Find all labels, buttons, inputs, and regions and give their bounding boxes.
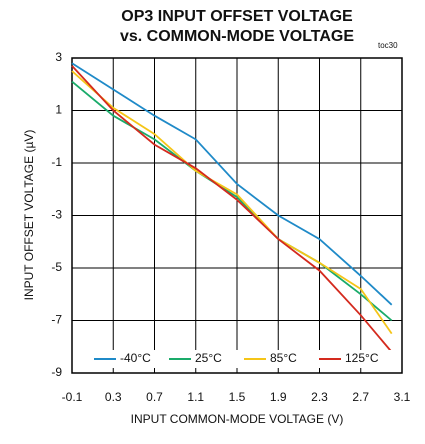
x-tick-label: 3.1 — [394, 390, 411, 404]
y-tick-label: -7 — [51, 313, 62, 327]
legend-box — [86, 350, 394, 368]
legend-label: -40°C — [120, 351, 151, 365]
legend-label: 125°C — [345, 351, 379, 365]
y-tick-label: 1 — [55, 103, 62, 117]
series-line — [71, 62, 393, 306]
chart-title: OP3 INPUT OFFSET VOLTAGE — [121, 8, 353, 25]
y-tick-label: -3 — [51, 208, 62, 222]
annotation: toc30 — [378, 41, 398, 50]
y-tick-label: -5 — [51, 260, 62, 274]
series-line — [71, 65, 393, 353]
series-line — [71, 80, 393, 322]
y-tick-label: -9 — [51, 365, 62, 379]
legend-label: 25°C — [195, 351, 222, 365]
plot-frame — [71, 57, 403, 374]
x-axis-label: INPUT COMMON-MODE VOLTAGE (V) — [131, 412, 344, 426]
y-tick-label: -1 — [51, 155, 62, 169]
x-tick-label: 2.7 — [352, 390, 369, 404]
x-tick-label: 1.5 — [229, 390, 246, 404]
legend-label: 85°C — [270, 351, 297, 365]
x-tick-label: -0.1 — [62, 390, 83, 404]
x-tick-label: 0.3 — [105, 390, 122, 404]
x-tick-label: 0.7 — [146, 390, 163, 404]
y-axis-label: INPUT OFFSET VOLTAGE (µV) — [22, 130, 36, 301]
x-tick-label: 1.9 — [270, 390, 287, 404]
series-line — [71, 70, 393, 335]
x-tick-label: 1.1 — [187, 390, 204, 404]
chart-subtitle: vs. COMMON-MODE VOLTAGE — [120, 28, 354, 45]
y-tick-label: 3 — [55, 50, 62, 64]
x-tick-label: 2.3 — [311, 390, 328, 404]
